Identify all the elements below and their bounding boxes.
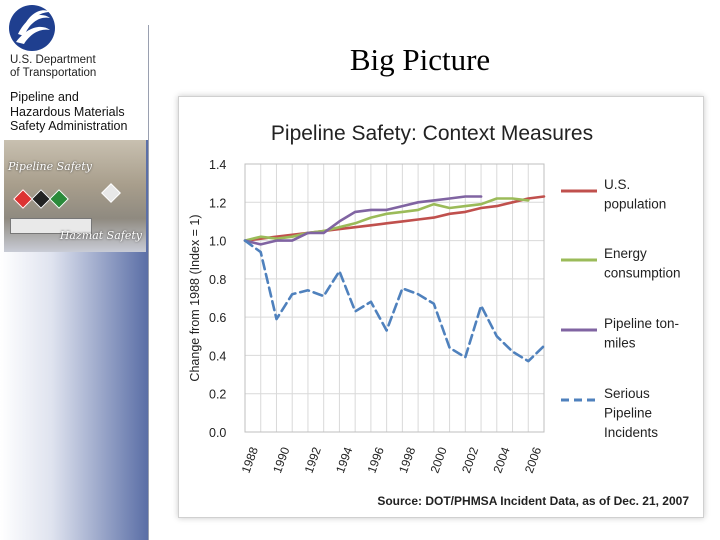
pipeline-hazmat-image: Pipeline Safety Hazmat Safety (4, 140, 146, 252)
divider-line (148, 25, 149, 540)
series-line (243, 195, 483, 246)
y-tick-label: 0.8 (209, 273, 226, 287)
agency-name: Pipeline and Hazardous Materials Safety … (10, 90, 127, 134)
sidebar: U.S. Department of Transportation Pipeli… (0, 0, 148, 540)
x-tick-label: 2004 (490, 445, 512, 475)
y-axis-label: Change from 1988 (Index = 1) (188, 214, 202, 381)
agency-line-2: Hazardous Materials (10, 104, 125, 119)
x-tick-label: 1992 (302, 445, 324, 475)
chart-frame: Pipeline Safety: Context Measures 0.0 0.2 0… (178, 96, 704, 518)
pipeline-safety-label: Pipeline Safety (8, 160, 92, 173)
source-note: Source: DOT/PHMSA Incident Data, as of D… (377, 494, 689, 508)
slide-title: Big Picture (349, 42, 491, 77)
x-tick-label: 1990 (270, 445, 292, 475)
x-tick-label: 1994 (333, 445, 355, 475)
legend-label: Pipeline ton- (604, 316, 679, 331)
series-line (243, 239, 546, 363)
legend-label: Energy (604, 246, 647, 261)
hazard-diamond-icon (101, 183, 121, 203)
legend-label: Incidents (604, 425, 658, 440)
y-tick-label: 0.2 (209, 388, 226, 402)
truck-icon (10, 218, 92, 234)
line-chart: Pipeline Safety: Context Measures 0.0 0.2 0… (188, 122, 689, 508)
legend-label: population (604, 197, 666, 212)
x-tick-label: 2000 (428, 445, 450, 475)
y-tick-label: 0.4 (209, 349, 226, 363)
x-tick-label: 2002 (459, 445, 481, 475)
legend-label: U.S. (604, 177, 630, 192)
dot-logo-icon (9, 5, 55, 51)
chart-title: Pipeline Safety: Context Measures (271, 122, 593, 145)
y-tick-label: 1.0 (209, 235, 226, 249)
y-tick-label: 0.0 (209, 426, 226, 440)
series-line (243, 195, 546, 242)
hazard-diamond-icon (13, 189, 33, 209)
x-tick-label: 1996 (365, 445, 387, 475)
legend-label: Serious (604, 386, 650, 401)
hazard-diamond-icon (31, 189, 51, 209)
legend-label: Pipeline (604, 406, 652, 421)
hazard-diamond-icon (49, 189, 69, 209)
plot-border (244, 163, 545, 433)
dept-line-1: U.S. Department (10, 54, 96, 66)
department-name: U.S. Department of Transportation (10, 54, 96, 80)
y-tick-label: 1.2 (209, 196, 226, 210)
dept-line-2: of Transportation (10, 67, 97, 79)
agency-line-3: Safety Administration (10, 119, 128, 133)
agency-line-1: Pipeline and (10, 90, 79, 104)
legend-label: miles (604, 336, 636, 351)
x-tick-label: 1998 (396, 445, 418, 475)
hazmat-safety-label: Hazmat Safety (59, 229, 142, 242)
x-tick-label: 2006 (522, 445, 544, 475)
legend-label: consumption (604, 266, 681, 281)
y-tick-label: 1.4 (209, 158, 226, 172)
series-line (243, 197, 530, 242)
x-tick-label: 1988 (239, 445, 261, 475)
y-tick-label: 0.6 (209, 311, 226, 325)
